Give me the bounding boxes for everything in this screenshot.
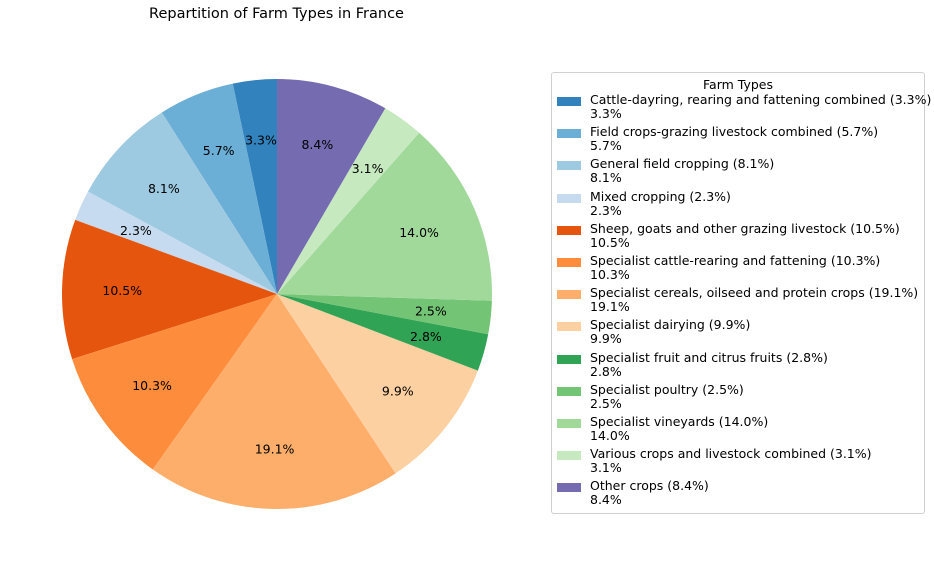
legend-label: Specialist fruit and citrus fruits (2.8%…	[590, 349, 828, 365]
legend-swatch	[557, 290, 581, 300]
legend-value: 3.3%	[590, 106, 622, 121]
legend-label: Specialist dairying (9.9%)	[590, 317, 751, 333]
legend-entry: Various crops and livestock combined (3.…	[552, 447, 924, 479]
pie-slice-label: 8.4%	[301, 137, 333, 152]
legend-entry: Cattle-dayring, rearing and fattening co…	[552, 93, 931, 125]
pie-slice-label: 10.3%	[132, 378, 172, 393]
legend-entry: Field crops-grazing livestock combined (…	[552, 125, 924, 157]
pie-slice	[277, 108, 420, 294]
pie-slice	[75, 191, 278, 294]
legend-label: Mixed cropping (2.3%)	[590, 188, 731, 204]
pie-slice-label: 14.0%	[399, 225, 439, 240]
legend-label: Other crops (8.4%)	[590, 478, 709, 494]
legend-value: 3.1%	[590, 460, 622, 476]
pie-slice-label: 3.3%	[245, 133, 277, 148]
legend-entries: Cattle-dayring, rearing and fattening co…	[552, 93, 931, 511]
pie-slice-label: 10.5%	[102, 283, 142, 298]
legend-value: 10.3%	[590, 266, 630, 282]
pie-slices	[61, 79, 492, 510]
legend-swatch	[557, 257, 581, 267]
legend-entry: Specialist fruit and citrus fruits (2.8%…	[552, 349, 924, 383]
legend-entry: Other crops (8.4%) 8.4%	[552, 479, 924, 511]
pie-slice	[72, 294, 278, 470]
legend-value: 19.1%	[590, 299, 630, 315]
legend-swatch	[557, 193, 581, 203]
chart-title: Repartition of Farm Types in France	[149, 6, 404, 22]
legend-entry: Specialist cereals, oilseed and protein …	[552, 286, 924, 318]
legend-label: Various crops and livestock combined (3.…	[590, 446, 872, 462]
pie-slice	[277, 294, 492, 335]
pie-slice	[87, 112, 277, 294]
pie-slice-label: 9.9%	[382, 383, 414, 398]
legend-label: Sheep, goats and other grazing livestock…	[590, 220, 900, 236]
pie-slice	[232, 79, 277, 294]
legend-label: Cattle-dayring, rearing and fattening co…	[590, 92, 932, 107]
legend-swatch	[557, 225, 581, 235]
legend-entry: Specialist poultry (2.5%) 2.5%	[552, 383, 924, 415]
legend-value: 8.4%	[590, 492, 622, 508]
pie-slice	[277, 132, 492, 301]
pie-slice	[61, 219, 278, 360]
legend-swatch	[557, 483, 581, 493]
legend-swatch	[557, 386, 581, 396]
legend-title: Farm Types	[703, 77, 773, 92]
legend-entry: Specialist cattle-rearing and fattening …	[552, 254, 924, 286]
legend-value: 9.9%	[590, 331, 622, 347]
legend-swatch	[557, 418, 581, 428]
pie-slice-label: 2.3%	[120, 223, 152, 238]
legend-entry: Sheep, goats and other grazing livestock…	[552, 222, 924, 254]
pie-slice-label: 2.8%	[410, 329, 442, 344]
legend-label: Field crops-grazing livestock combined (…	[590, 124, 879, 140]
legend-value: 14.0%	[590, 427, 630, 443]
legend-entry: General field cropping (8.1%) 8.1%	[552, 157, 924, 189]
pie-labels: 3.3% 5.7% 8.1% 2.3% 10.5% 10.3% 19.1% 9.9% 2.8% 2…	[102, 133, 446, 457]
legend-swatch	[557, 322, 581, 332]
legend-label: Specialist vineyards (14.0%)	[590, 413, 769, 429]
legend-value: 2.5%	[590, 395, 622, 411]
pie-slice-label: 19.1%	[255, 441, 295, 456]
legend-swatch	[557, 161, 581, 171]
pie-slice-label: 5.7%	[203, 143, 235, 158]
legend-value: 10.5%	[590, 234, 630, 250]
legend-value: 2.8%	[590, 363, 622, 379]
legend-label: Specialist cattle-rearing and fattening …	[590, 252, 881, 268]
pie-slice	[161, 83, 277, 294]
legend-label: Specialist poultry (2.5%)	[590, 381, 744, 397]
legend-swatch	[557, 97, 581, 106]
pie-slice-label: 3.1%	[352, 161, 384, 176]
pie-slice-label: 2.5%	[415, 303, 447, 318]
legend-swatch	[557, 451, 581, 461]
legend-swatch	[557, 129, 581, 139]
legend-value: 5.7%	[590, 138, 622, 154]
pie-slice-label: 8.1%	[148, 181, 180, 196]
legend-value: 2.3%	[590, 202, 622, 218]
legend: Farm Types Cattle-dayring, rearing and f…	[551, 72, 931, 514]
legend-value: 8.1%	[590, 170, 622, 186]
pie-chart: 3.3% 5.7% 8.1% 2.3% 10.5% 10.3% 19.1% 9.9% 2.8% 2…	[61, 79, 492, 510]
legend-entry: Specialist dairying (9.9%) 9.9%	[552, 318, 924, 350]
pie-slice	[277, 294, 478, 474]
legend-entry: Mixed cropping (2.3%) 2.3%	[552, 190, 924, 222]
legend-label: General field cropping (8.1%)	[590, 156, 775, 172]
legend-swatch	[557, 354, 581, 364]
pie-slice	[277, 294, 489, 371]
legend-label: Specialist cereals, oilseed and protein …	[590, 285, 919, 301]
pie-slice	[277, 79, 386, 294]
pie-slice	[152, 294, 396, 510]
legend-entry: Specialist vineyards (14.0%) 14.0%	[552, 415, 924, 447]
